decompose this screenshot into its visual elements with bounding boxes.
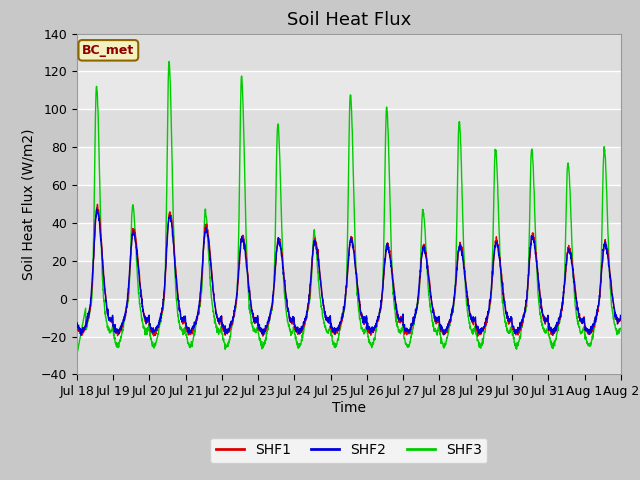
Bar: [77, 185, 621, 223]
X-axis label: Time: Time: [332, 401, 366, 415]
Legend: SHF1, SHF2, SHF3: SHF1, SHF2, SHF3: [210, 438, 488, 463]
Bar: [77, 261, 621, 299]
Bar: [77, 109, 621, 147]
Y-axis label: Soil Heat Flux (W/m2): Soil Heat Flux (W/m2): [21, 128, 35, 280]
Title: Soil Heat Flux: Soil Heat Flux: [287, 11, 411, 29]
Text: BC_met: BC_met: [82, 44, 134, 57]
Bar: [77, 34, 621, 72]
Bar: [77, 336, 621, 374]
